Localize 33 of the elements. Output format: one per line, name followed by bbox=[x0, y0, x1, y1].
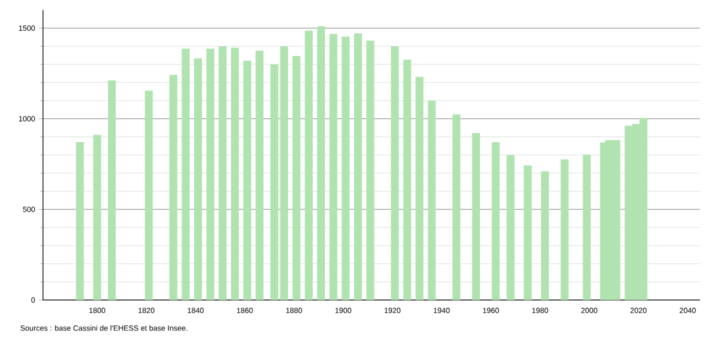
bar bbox=[231, 48, 239, 300]
bar bbox=[390, 46, 399, 300]
bar bbox=[329, 34, 338, 300]
bar bbox=[428, 100, 436, 300]
bar bbox=[182, 48, 190, 300]
bar bbox=[317, 26, 325, 300]
bar bbox=[304, 30, 313, 300]
bar bbox=[280, 46, 288, 300]
bar bbox=[452, 114, 460, 300]
bar bbox=[243, 60, 252, 300]
bar bbox=[560, 159, 569, 300]
bar bbox=[524, 165, 532, 300]
bar bbox=[342, 36, 350, 300]
bar bbox=[403, 60, 412, 300]
bar bbox=[541, 171, 549, 300]
bar bbox=[256, 50, 264, 300]
bar bbox=[582, 154, 591, 300]
bar bbox=[416, 76, 424, 300]
bar bbox=[472, 133, 480, 300]
bar bbox=[93, 134, 102, 300]
bar bbox=[492, 142, 500, 300]
bar bbox=[354, 33, 362, 300]
bar bbox=[206, 48, 214, 300]
bar bbox=[169, 74, 178, 300]
bar bbox=[270, 64, 278, 300]
bar bbox=[506, 154, 514, 300]
bar bbox=[366, 40, 374, 300]
bar bbox=[144, 90, 153, 300]
bar bbox=[218, 46, 227, 300]
bar bbox=[76, 142, 84, 300]
bar bbox=[292, 56, 300, 300]
bar bbox=[108, 80, 116, 300]
bar bbox=[194, 58, 202, 300]
